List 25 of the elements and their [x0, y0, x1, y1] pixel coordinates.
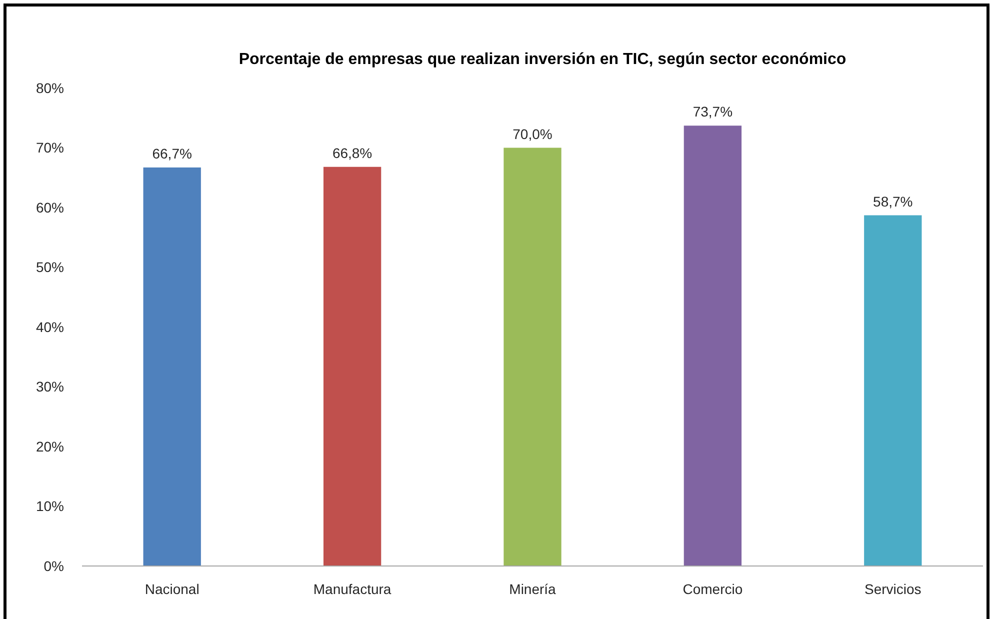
bar: [143, 167, 201, 566]
y-tick-label: 70%: [36, 140, 64, 156]
bar: [504, 148, 562, 566]
y-tick-label: 10%: [36, 498, 64, 514]
x-tick-label: Minería: [509, 581, 556, 597]
y-tick-label: 0%: [44, 558, 64, 574]
y-tick-label: 80%: [36, 80, 64, 96]
data-label: 58,7%: [873, 193, 913, 210]
bar: [864, 215, 922, 566]
x-tick-label: Manufactura: [313, 581, 392, 597]
data-label: 66,8%: [332, 144, 372, 161]
x-tick-label: Servicios: [864, 581, 922, 597]
y-tick-label: 20%: [36, 438, 64, 454]
x-tick-label: Comercio: [682, 581, 743, 597]
y-tick-label: 30%: [36, 378, 64, 395]
y-tick-label: 50%: [36, 259, 64, 276]
y-tick-label: 60%: [36, 199, 64, 216]
x-tick-label: Nacional: [144, 581, 200, 597]
data-label: 73,7%: [692, 104, 733, 120]
bar: [323, 166, 382, 566]
data-label: 66,7%: [152, 145, 192, 162]
data-label: 70,0%: [512, 126, 552, 142]
bar: [684, 126, 742, 566]
chart-title: Porcentaje de empresas que realizan inversión en TIC, según sector económico: [238, 51, 846, 68]
y-tick-label: 40%: [36, 318, 64, 335]
